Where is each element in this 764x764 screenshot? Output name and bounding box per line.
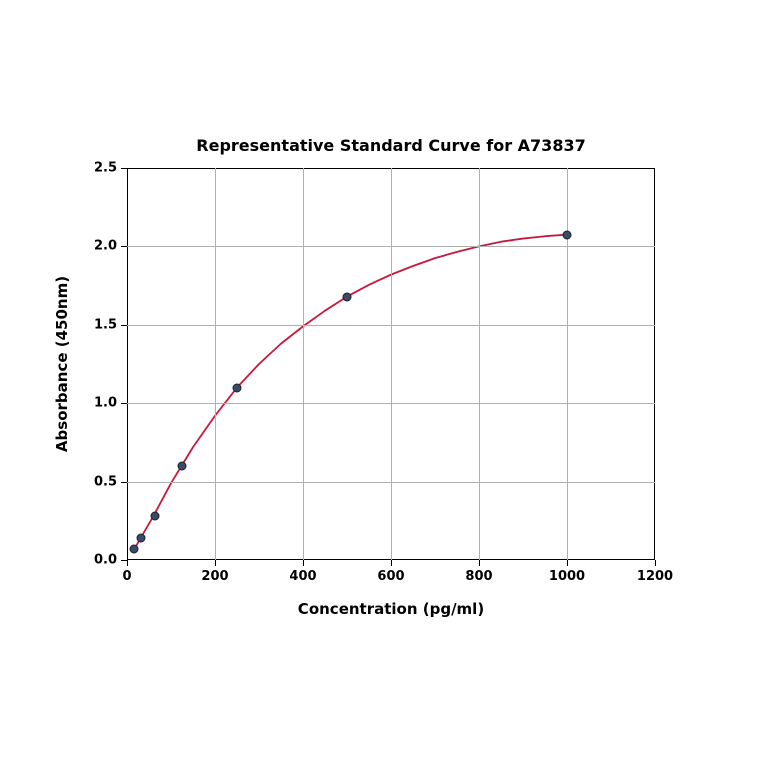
gridline-vertical <box>479 168 480 560</box>
gridline-vertical <box>215 168 216 560</box>
data-point <box>343 292 352 301</box>
gridline-horizontal <box>127 325 655 326</box>
y-tick-label: 1.5 <box>94 317 117 332</box>
data-point <box>178 461 187 470</box>
chart-canvas: 0200400600800100012000.00.51.01.52.02.5 … <box>0 0 764 764</box>
x-tick-label: 200 <box>201 569 228 584</box>
gridline-vertical <box>567 168 568 560</box>
chart-title: Representative Standard Curve for A73837 <box>196 136 585 155</box>
gridline-horizontal <box>127 246 655 247</box>
x-tick <box>479 560 480 566</box>
standard-curve-path <box>134 235 567 550</box>
x-tick <box>655 560 656 566</box>
x-tick-label: 600 <box>377 569 404 584</box>
y-tick <box>121 168 127 169</box>
y-tick-label: 2.5 <box>94 161 117 176</box>
y-tick <box>121 325 127 326</box>
gridline-horizontal <box>127 403 655 404</box>
x-tick <box>391 560 392 566</box>
y-tick-label: 0.0 <box>94 553 117 568</box>
gridline-horizontal <box>127 482 655 483</box>
y-tick <box>121 403 127 404</box>
fit-curve <box>0 0 764 764</box>
x-tick-label: 800 <box>465 569 492 584</box>
x-tick-label: 0 <box>122 569 131 584</box>
y-tick <box>121 482 127 483</box>
x-tick-label: 400 <box>289 569 316 584</box>
x-tick <box>127 560 128 566</box>
y-tick-label: 2.0 <box>94 239 117 254</box>
x-tick <box>567 560 568 566</box>
data-point <box>136 534 145 543</box>
data-point <box>150 512 159 521</box>
x-tick-label: 1000 <box>549 569 585 584</box>
gridline-vertical <box>391 168 392 560</box>
gridline-vertical <box>303 168 304 560</box>
x-axis-label: Concentration (pg/ml) <box>298 600 484 618</box>
y-tick <box>121 246 127 247</box>
y-tick-label: 0.5 <box>94 474 117 489</box>
y-tick-label: 1.0 <box>94 396 117 411</box>
data-point <box>129 545 138 554</box>
x-tick-label: 1200 <box>637 569 673 584</box>
data-point <box>233 383 242 392</box>
data-point <box>563 231 572 240</box>
y-tick <box>121 560 127 561</box>
y-axis-label: Absorbance (450nm) <box>53 276 71 452</box>
x-tick <box>303 560 304 566</box>
x-tick <box>215 560 216 566</box>
